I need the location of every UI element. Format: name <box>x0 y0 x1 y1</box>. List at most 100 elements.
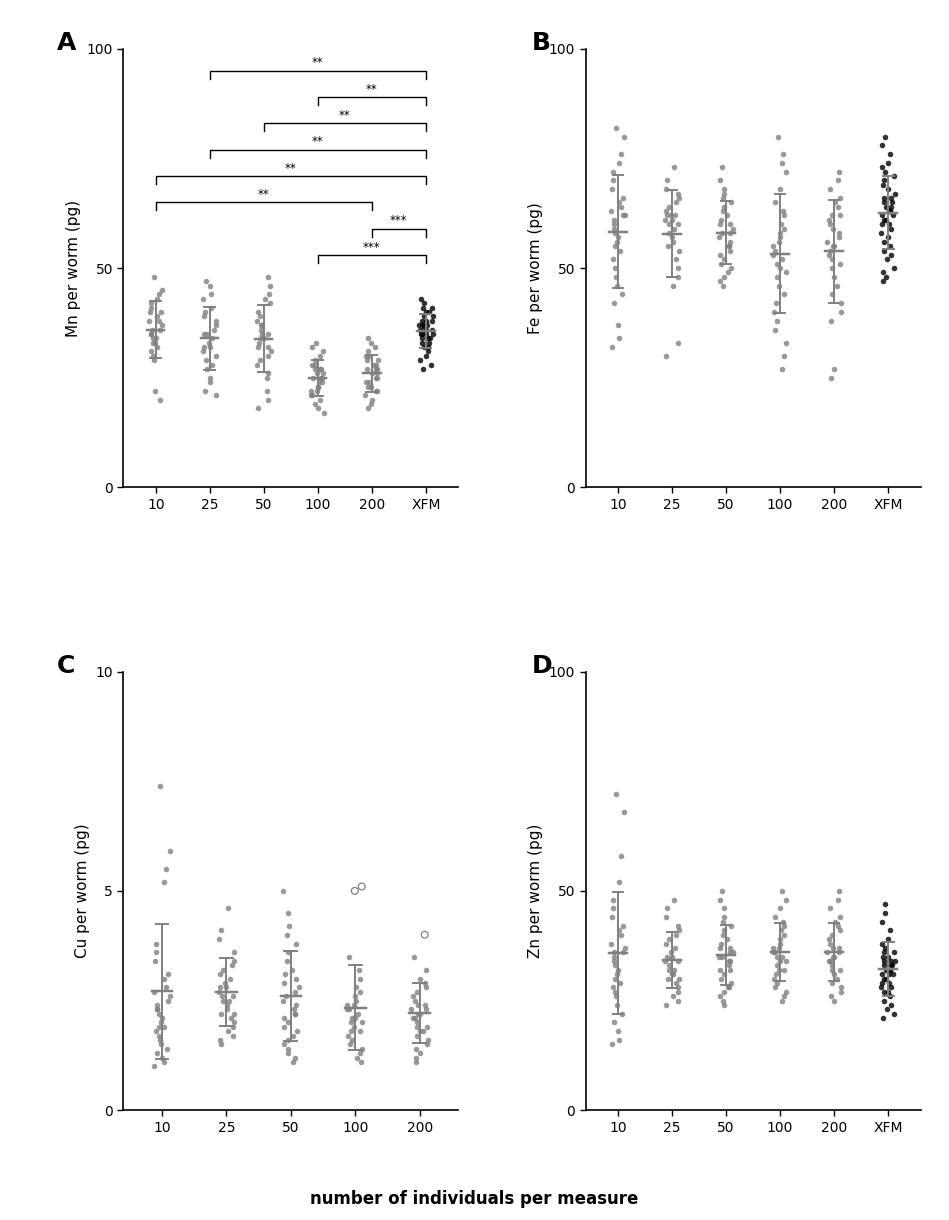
Point <box>716 908 732 927</box>
Point <box>364 390 380 410</box>
Point <box>714 933 729 953</box>
Point <box>278 987 293 1006</box>
Point <box>670 267 685 287</box>
Point <box>882 921 897 941</box>
Point <box>606 947 622 966</box>
Point <box>420 337 436 356</box>
Point <box>310 364 326 383</box>
Point <box>314 368 329 388</box>
Point <box>149 999 164 1019</box>
Point <box>340 996 355 1015</box>
Point <box>883 987 898 1006</box>
Point <box>875 272 890 292</box>
Point <box>607 982 623 1002</box>
Point <box>772 259 788 278</box>
Point <box>414 325 429 344</box>
Point <box>307 350 323 370</box>
Point <box>661 930 677 949</box>
Point <box>720 977 735 997</box>
Point <box>368 359 383 378</box>
Point <box>659 933 674 953</box>
Point <box>608 987 623 1006</box>
Point <box>611 960 626 980</box>
Point <box>305 337 320 356</box>
Point <box>722 240 737 260</box>
Point <box>609 965 624 985</box>
Point <box>722 960 737 980</box>
Point <box>614 1004 629 1024</box>
Point <box>143 298 158 317</box>
Text: **: ** <box>312 56 324 70</box>
Text: **: ** <box>366 83 378 95</box>
Point <box>878 267 893 287</box>
Point <box>146 982 161 1002</box>
Point <box>823 987 838 1006</box>
Point <box>605 337 620 356</box>
Point <box>659 908 674 927</box>
Point <box>220 899 235 919</box>
Point <box>157 1017 172 1037</box>
Point <box>774 250 790 270</box>
Point <box>669 193 684 212</box>
Point <box>664 228 679 248</box>
Point <box>769 955 784 975</box>
Point <box>152 284 167 304</box>
Y-axis label: Fe per worm (pg): Fe per worm (pg) <box>529 203 543 334</box>
Point <box>661 960 677 980</box>
Point <box>661 215 677 234</box>
Point <box>419 346 434 366</box>
Point <box>419 999 434 1019</box>
Point <box>281 943 296 963</box>
Point <box>883 218 898 238</box>
Point <box>881 947 896 966</box>
Point <box>605 889 621 909</box>
Point <box>776 284 791 304</box>
Point <box>418 996 433 1015</box>
Point <box>659 201 674 221</box>
Point <box>412 1043 427 1063</box>
Point <box>826 237 841 256</box>
Point <box>883 201 898 221</box>
Point <box>155 1048 170 1068</box>
Point <box>214 987 230 1006</box>
Point <box>412 320 427 339</box>
Point <box>712 889 727 909</box>
Point <box>774 947 790 966</box>
Point <box>775 144 791 163</box>
Point <box>280 1043 295 1063</box>
Point <box>667 206 682 226</box>
Point <box>226 1026 241 1046</box>
Point <box>712 228 727 248</box>
Point <box>877 982 892 1002</box>
Point <box>425 311 440 331</box>
Point <box>777 346 792 366</box>
Point <box>282 916 297 936</box>
Point <box>344 1013 359 1032</box>
Point <box>605 908 620 927</box>
Point <box>416 315 431 334</box>
Point <box>769 294 784 314</box>
Point <box>772 952 788 971</box>
Point <box>659 996 674 1015</box>
Point <box>145 346 160 366</box>
Point <box>832 908 847 927</box>
Point <box>723 193 738 212</box>
Point <box>774 991 790 1010</box>
Point <box>767 969 782 988</box>
Point <box>716 188 731 207</box>
Point <box>409 1013 424 1032</box>
Point <box>670 952 685 971</box>
Point <box>713 987 728 1006</box>
Point <box>416 320 431 339</box>
Point <box>881 152 896 172</box>
Point <box>260 267 275 287</box>
Point <box>407 1009 422 1028</box>
Point <box>606 210 622 229</box>
Point <box>147 1057 162 1076</box>
Point <box>776 916 791 936</box>
Point <box>884 245 899 265</box>
Point <box>341 1026 356 1046</box>
Point <box>202 368 217 388</box>
Point <box>824 368 839 388</box>
Point <box>313 368 328 388</box>
